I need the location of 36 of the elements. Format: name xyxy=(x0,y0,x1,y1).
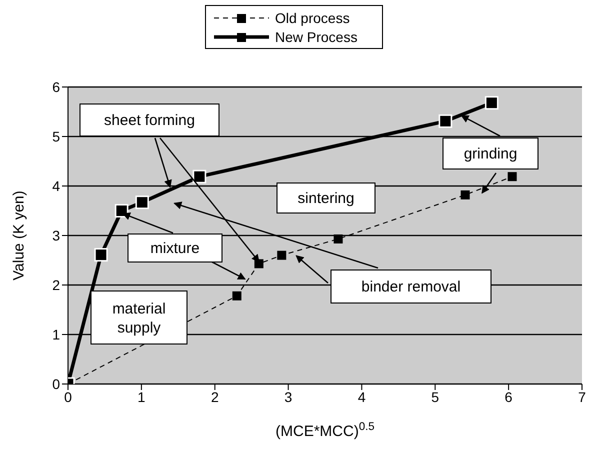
x-tick-label: 5 xyxy=(431,388,440,405)
point xyxy=(334,234,343,244)
y-tick-label: 5 xyxy=(52,128,60,144)
y-tick-label: 1 xyxy=(52,326,60,342)
point xyxy=(460,190,470,200)
x-tick-label: 7 xyxy=(578,388,586,405)
x-tick-label: 1 xyxy=(138,388,146,405)
x-tick-label: 6 xyxy=(504,388,513,405)
legend-label: New Process xyxy=(275,28,358,44)
legend-label: Old process xyxy=(275,10,350,26)
point xyxy=(94,248,108,262)
point xyxy=(438,114,452,128)
point xyxy=(135,196,149,210)
x-tick-label: 4 xyxy=(358,388,366,405)
y-tick-label: 2 xyxy=(52,276,60,293)
point xyxy=(232,291,242,300)
point xyxy=(277,250,286,260)
point xyxy=(114,204,128,218)
point xyxy=(192,170,206,184)
y-axis-title: Value (K yen) xyxy=(10,190,28,280)
y-tick-label: 6 xyxy=(52,78,60,95)
annotation: sintering xyxy=(298,190,354,207)
annotation: mixture xyxy=(150,240,200,257)
annotation: sheet forming xyxy=(104,112,195,129)
annotation: binder removal xyxy=(361,278,461,296)
x-axis-title: (MCE*MCC)$^{0.5}$ xyxy=(276,421,374,440)
point xyxy=(508,172,517,182)
annotation: grinding xyxy=(464,146,518,162)
x-tick-label: 0 xyxy=(64,388,72,405)
point xyxy=(484,96,498,110)
y-tick-label: 4 xyxy=(52,178,60,194)
y-tick-label: 3 xyxy=(52,227,60,244)
x-tick-label: 2 xyxy=(210,388,219,405)
annotation: material supply xyxy=(112,300,166,336)
x-tick-label: 3 xyxy=(284,388,292,405)
y-tick-label: 0 xyxy=(52,376,60,392)
